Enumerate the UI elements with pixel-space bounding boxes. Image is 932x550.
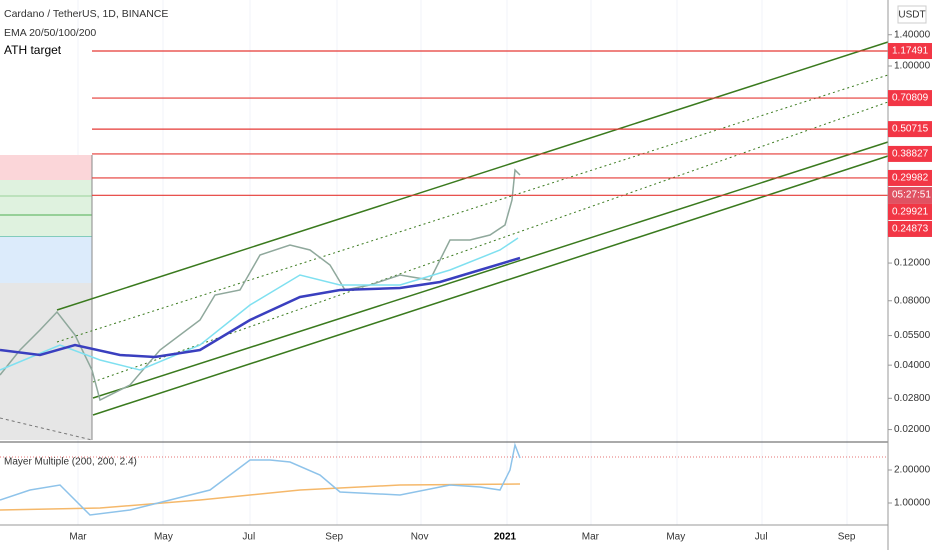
price-tick-label: 0.05500	[894, 330, 931, 341]
level-label-bg	[888, 145, 932, 162]
mayer-line	[0, 442, 521, 516]
time-label: 2021	[494, 532, 517, 543]
price-tick-label: 1.00000	[894, 61, 931, 72]
time-label: Jul	[755, 532, 768, 543]
note: ATH target	[4, 43, 62, 57]
level-label-bg	[888, 90, 932, 107]
level-label: 0.29921	[892, 207, 929, 218]
mayer-title: Mayer Multiple (200, 200, 2.4)	[4, 457, 137, 468]
level-label: 0.29982	[892, 173, 929, 184]
position-box	[0, 155, 93, 441]
price-tick-label: 0.02000	[894, 424, 931, 435]
price-tick-label: 0.12000	[894, 258, 931, 269]
ema-fast	[0, 237, 519, 371]
price-tick-label: 0.04000	[894, 360, 931, 371]
grid	[77, 0, 848, 525]
mayer-tick-label: 1.00000	[894, 498, 931, 509]
level-label-bg	[888, 203, 932, 220]
level-label: 0.70809	[892, 93, 929, 104]
currency: USDT	[898, 10, 925, 21]
indicator: EMA 20/50/100/200	[4, 27, 96, 39]
price-tick-label: 1.40000	[894, 29, 931, 40]
level-label: 1.17491	[892, 46, 929, 57]
level-label-bg	[888, 220, 932, 237]
currency-box[interactable]	[897, 5, 927, 24]
level-label-bg	[888, 169, 932, 186]
mayer-tick-label: 2.00000	[894, 465, 931, 476]
countdown: 05:27:51	[892, 190, 931, 201]
level-label: 0.38827	[892, 149, 929, 160]
level-label: 0.24873	[892, 224, 929, 235]
time-label: Sep	[325, 532, 343, 543]
level-label-bg	[888, 43, 932, 60]
price-levels	[92, 50, 888, 196]
price-tick-label: 0.02800	[894, 393, 931, 404]
ema-slow	[0, 256, 521, 359]
level-label-bg	[888, 121, 932, 138]
level-label: 0.50715	[892, 124, 929, 135]
time-label: Sep	[838, 532, 856, 543]
symbol: Cardano / TetherUS, 1D, BINANCE	[4, 8, 168, 20]
countdown-bg	[888, 186, 932, 204]
time-label: May	[666, 532, 685, 543]
price-tick-label: 0.08000	[894, 295, 931, 306]
time-label: Nov	[411, 532, 429, 543]
time-label: Mar	[582, 532, 600, 543]
time-label: Mar	[69, 532, 87, 543]
time-label: May	[154, 532, 173, 543]
time-label: Jul	[242, 532, 255, 543]
